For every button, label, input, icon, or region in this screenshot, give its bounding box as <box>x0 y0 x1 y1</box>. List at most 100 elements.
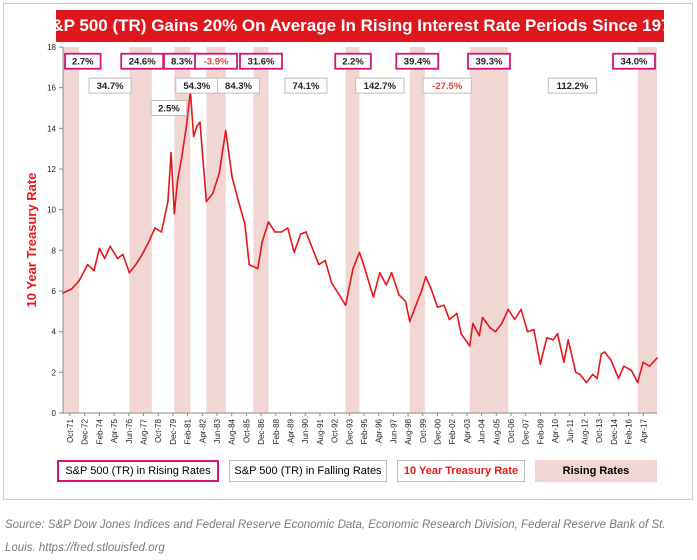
treasury-rate-point <box>596 377 598 380</box>
treasury-rate-point <box>305 231 307 233</box>
chart-svg: 0 2 4 6 8 10 12 14 16 18 Oct-71 Dec-72 Feb-74 Apr-75 J… <box>24 43 658 445</box>
treasury-rate-point <box>501 322 503 325</box>
rising-rate-band <box>409 47 425 413</box>
x-tick-label: Oct-13 <box>595 418 604 443</box>
y-axis-label: 10 Year Treasury Rate <box>24 173 39 308</box>
treasury-rate-point <box>337 292 339 294</box>
source-note: Source: S&P Dow Jones Indices and Federa… <box>5 519 666 554</box>
rising-return-label: 31.6% <box>248 57 275 68</box>
rising-return-label: 2.7% <box>72 57 94 68</box>
treasury-rate-point <box>181 156 183 158</box>
treasury-rate-point <box>610 359 612 361</box>
x-tick-label: Jun-11 <box>566 418 575 442</box>
x-tick-label: Oct-71 <box>66 418 75 443</box>
x-tick-label: Aug-05 <box>492 418 501 444</box>
treasury-rate-point <box>567 339 569 341</box>
treasury-rate-point <box>267 221 270 223</box>
treasury-rate-point <box>398 294 400 296</box>
falling-return-label: 84.3% <box>225 81 252 92</box>
x-tick-label: Dec-86 <box>257 418 266 444</box>
treasury-rate-point <box>202 162 205 164</box>
treasury-rate-point <box>128 271 131 274</box>
treasury-rate-point <box>600 353 603 355</box>
treasury-rate-point <box>212 192 214 195</box>
treasury-rate-point <box>603 351 606 353</box>
x-tick-label: Oct-99 <box>419 418 428 443</box>
treasury-rate-point <box>147 241 150 243</box>
x-tick-label: Jun-90 <box>301 418 310 443</box>
y-tick-label: 18 <box>47 43 56 52</box>
treasury-rate-point <box>526 330 529 333</box>
x-tick-label: Oct-78 <box>154 418 163 443</box>
x-tick-label: Feb-81 <box>184 418 193 444</box>
y-tick-label: 2 <box>52 368 57 377</box>
treasury-rate-point <box>585 381 588 384</box>
treasury-rate-point <box>141 253 143 256</box>
treasury-rate-point <box>552 339 554 341</box>
treasury-rate-point <box>425 275 427 278</box>
treasury-rate-point <box>286 227 289 229</box>
falling-return-label: 2.5% <box>158 104 180 115</box>
x-tick-label: Apr-17 <box>639 418 648 443</box>
x-tick-label: Dec-07 <box>522 418 531 444</box>
treasury-rate-point <box>224 129 227 132</box>
rising-rate-band <box>129 47 152 413</box>
treasury-rate-point <box>256 267 259 270</box>
treasury-rate-point <box>93 269 95 272</box>
falling-return-label: 112.2% <box>557 81 589 92</box>
rising-return-box <box>64 52 102 70</box>
treasury-rate-point <box>448 318 451 321</box>
treasury-rate-point <box>520 308 522 311</box>
treasury-rate-point <box>109 245 111 248</box>
treasury-rate-point <box>408 320 411 323</box>
treasury-rate-point <box>420 290 423 292</box>
falling-return-box <box>547 77 598 94</box>
x-tick-label: Dec-79 <box>169 418 178 444</box>
x-tick-label: Aug-91 <box>316 418 325 444</box>
falling-return-label: 142.7% <box>364 81 397 92</box>
falling-return-label: -27.5% <box>432 81 463 92</box>
treasury-rate-point <box>642 361 644 363</box>
treasury-rate-point <box>436 306 439 309</box>
treasury-rate-point <box>192 135 195 138</box>
treasury-rate-point <box>656 357 658 359</box>
rising-return-box <box>395 52 440 70</box>
treasury-rate-point <box>237 200 240 203</box>
treasury-rate-point <box>443 304 445 307</box>
treasury-rate-point <box>481 316 484 319</box>
treasury-rate-point <box>170 151 172 154</box>
rising-return-label: 39.3% <box>475 57 502 68</box>
falling-return-label: 74.1% <box>292 81 319 92</box>
treasury-rate-point <box>98 247 101 250</box>
falling-return-box <box>217 77 261 94</box>
x-tick-label: Dec-93 <box>345 418 354 444</box>
treasury-rate-point <box>330 282 333 284</box>
treasury-rate-point <box>489 326 491 329</box>
rising-rate-band <box>253 47 269 413</box>
treasury-rate-point <box>563 361 565 363</box>
treasury-rate-point <box>468 345 471 347</box>
x-tick-label: Dec-14 <box>610 418 619 444</box>
rising-return-label: 2.2% <box>342 57 364 68</box>
x-tick-label: Feb-16 <box>625 418 634 444</box>
treasury-rate-point <box>83 269 86 272</box>
chart-title: S&P 500 (TR) Gains 20% On Average In Ris… <box>40 10 680 42</box>
treasury-rate-point <box>648 365 651 368</box>
treasury-rate-point <box>244 223 246 225</box>
rising-rate-band <box>469 47 509 413</box>
treasury-rate-point <box>280 231 283 233</box>
treasury-rate-point <box>539 363 542 366</box>
treasury-rate-point <box>591 373 594 376</box>
falling-return-label: 34.7% <box>97 81 124 92</box>
treasury-rate-point <box>231 176 233 178</box>
treasury-rate-point <box>358 251 361 254</box>
treasury-rate-point <box>636 381 639 384</box>
y-tick-label: 14 <box>47 124 56 133</box>
rising-return-label: 34.0% <box>621 57 648 68</box>
treasury-rate-point <box>460 332 462 335</box>
treasury-rate-point <box>248 263 251 266</box>
treasury-rate-point <box>299 233 302 235</box>
treasury-rate-point <box>199 121 201 124</box>
treasury-rate-point <box>574 371 577 374</box>
treasury-rate-point <box>122 253 124 256</box>
